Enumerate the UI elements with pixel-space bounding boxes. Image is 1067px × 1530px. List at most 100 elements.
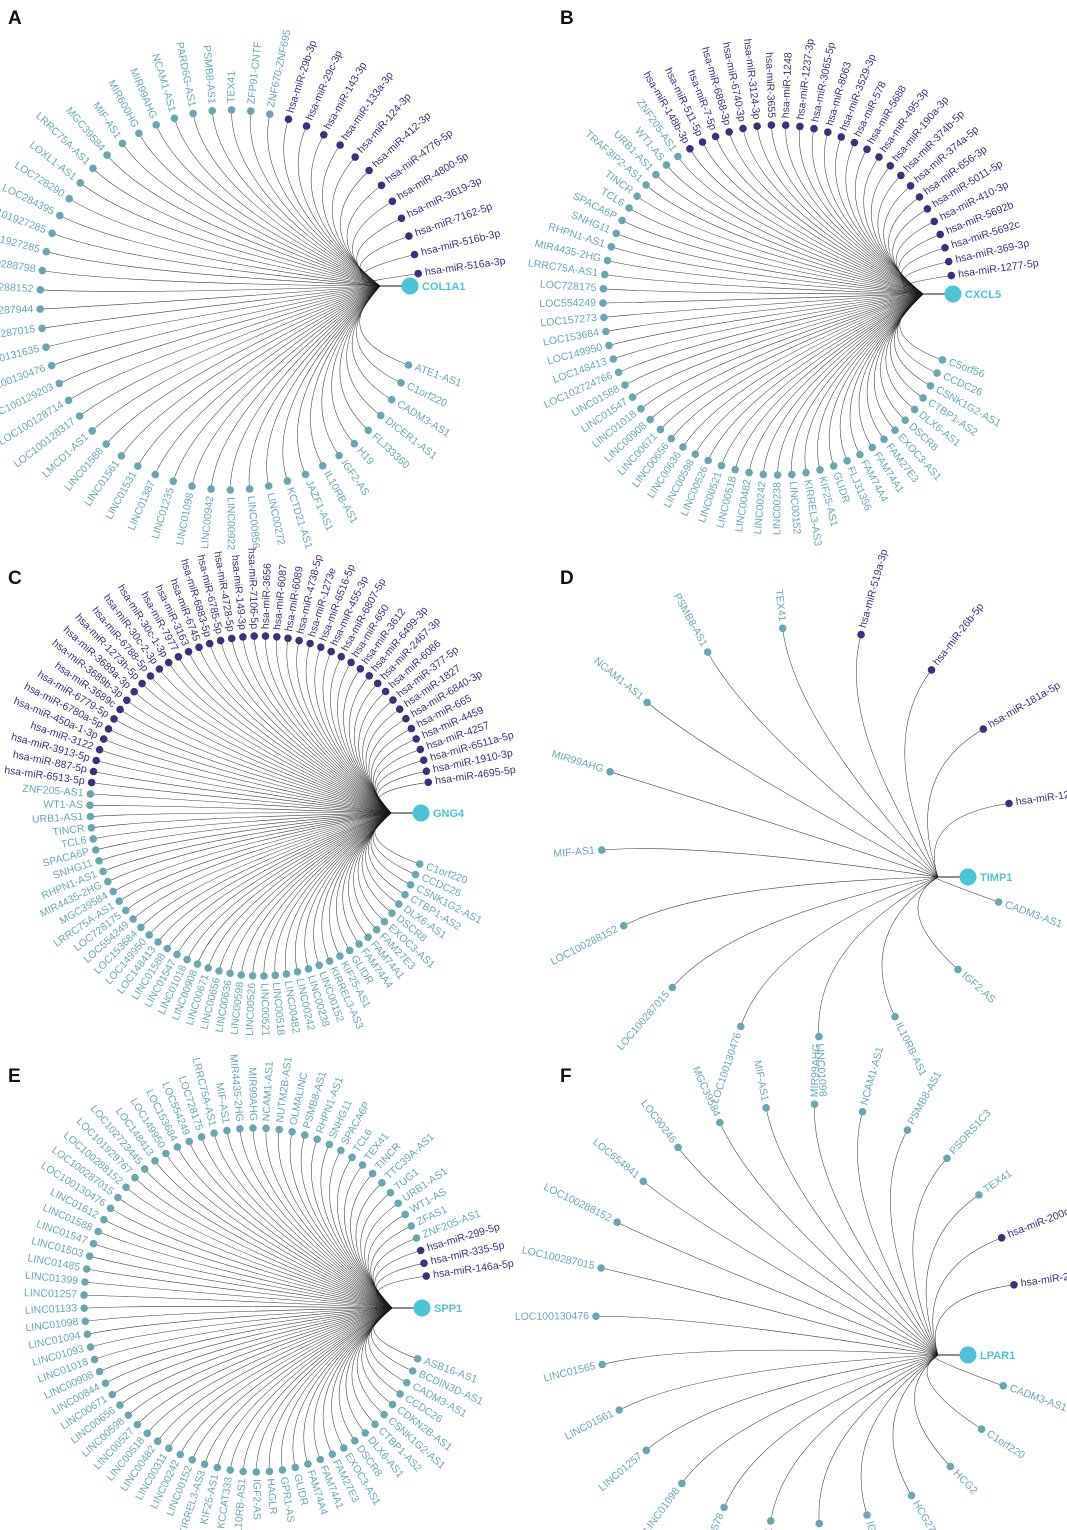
lncrna-node[interactable]: WT1-AS bbox=[43, 799, 94, 811]
lncrna-node[interactable]: HAGLR bbox=[264, 1467, 279, 1516]
lncrna-node[interactable]: PSMB8-AS1 bbox=[903, 1069, 945, 1134]
hub-node[interactable]: SPP1 bbox=[413, 1299, 463, 1317]
lncrna-node[interactable]: MIF-AS1 bbox=[213, 1082, 232, 1135]
lncrna-node[interactable]: PSMB8-AS1 bbox=[671, 591, 712, 656]
lncrna-node[interactable]: MIR99AHG bbox=[550, 748, 614, 776]
lncrna-node[interactable]: LINC01399 bbox=[25, 1270, 89, 1288]
node-label: LOC100287015 bbox=[0, 323, 36, 346]
lncrna-node[interactable]: TCL6 bbox=[60, 834, 97, 851]
node-dot bbox=[412, 1234, 421, 1242]
lncrna-node[interactable]: LINC00242 bbox=[752, 470, 768, 535]
lncrna-node[interactable]: LINC00311 bbox=[755, 1517, 776, 1530]
lncrna-node[interactable]: LINC00518 bbox=[270, 971, 287, 1036]
lncrna-node[interactable]: MIR99AHG bbox=[809, 1043, 823, 1108]
mirna-node[interactable]: hsa-miR-200c-3p bbox=[997, 1200, 1067, 1242]
lncrna-node[interactable]: PSORS1C3 bbox=[943, 1107, 994, 1163]
lncrna-node[interactable]: IL10RB-AS1 bbox=[814, 1519, 830, 1530]
lncrna-node[interactable]: LOC100287015 bbox=[521, 1244, 605, 1272]
lncrna-node[interactable]: LOC100288798 bbox=[0, 252, 47, 275]
edge bbox=[91, 812, 421, 829]
mirna-node[interactable]: hsa-miR-26b-5p bbox=[927, 601, 987, 674]
lncrna-node[interactable]: TEX41 bbox=[975, 1167, 1015, 1199]
lncrna-node[interactable]: LOC100288152 bbox=[0, 279, 45, 295]
node-label: LOC100288152 bbox=[0, 279, 34, 295]
lncrna-node[interactable]: PSMB8-AS1 bbox=[200, 45, 218, 115]
lncrna-node[interactable]: LINC00922 bbox=[225, 486, 237, 550]
node-dot bbox=[92, 756, 100, 765]
edge bbox=[367, 1214, 422, 1309]
lncrna-node[interactable]: IL10RB-AS1 bbox=[232, 1467, 248, 1530]
lncrna-node[interactable]: NCAM1-AS1 bbox=[260, 1061, 276, 1133]
lncrna-node[interactable]: LOC157273 bbox=[540, 312, 608, 330]
mirna-node[interactable]: hsa-miR-3656 bbox=[260, 563, 274, 640]
hub-node[interactable]: TIMP1 bbox=[959, 868, 1013, 886]
lncrna-node[interactable]: LINC01133 bbox=[25, 1302, 88, 1317]
lncrna-node[interactable]: ZNF205-AS1 bbox=[22, 783, 95, 799]
lncrna-node[interactable]: IGF2-AS bbox=[954, 965, 998, 1006]
hub-node[interactable]: GNG4 bbox=[412, 804, 466, 822]
lncrna-node[interactable]: IL10RB-AS1 bbox=[891, 1012, 929, 1078]
mirna-node[interactable]: hsa-miR-3655 bbox=[763, 52, 778, 129]
mirna-node[interactable]: hsa-miR-1293 bbox=[1005, 787, 1067, 808]
lncrna-node[interactable]: TEX41 bbox=[225, 71, 238, 114]
lncrna-node[interactable]: NCAM1-AS1 bbox=[591, 655, 651, 707]
lncrna-node[interactable]: LOC100130476 bbox=[709, 1022, 745, 1106]
lncrna-node[interactable]: LINC00942 bbox=[199, 485, 216, 549]
lncrna-node[interactable]: CADM3-AS1 bbox=[994, 898, 1064, 931]
lncrna-node[interactable]: LINC01561 bbox=[563, 1406, 623, 1443]
lncrna-node[interactable]: MIF-AS1 bbox=[553, 844, 606, 860]
lncrna-node[interactable]: TEX41 bbox=[773, 589, 789, 633]
lncrna-node[interactable]: LOC554249 bbox=[539, 297, 607, 310]
lncrna-node[interactable]: IGF2-AS bbox=[863, 1511, 887, 1530]
lncrna-node[interactable]: LINC00521 bbox=[258, 972, 271, 1036]
mirna-node[interactable]: hsa-miR-516a-3p bbox=[414, 255, 506, 278]
lncrna-node[interactable]: LINC01098 bbox=[174, 482, 196, 546]
mirna-node[interactable]: hsa-miR-519a-3p bbox=[857, 548, 890, 639]
lncrna-node[interactable]: LOC100288152 bbox=[549, 921, 628, 968]
lncrna-node[interactable]: LINC00238 bbox=[771, 471, 783, 535]
edge bbox=[601, 848, 968, 878]
lncrna-node[interactable]: C1orf220 bbox=[977, 1425, 1027, 1462]
lncrna-node[interactable]: LINC01565 bbox=[542, 1360, 606, 1385]
edge bbox=[818, 876, 968, 1037]
lncrna-node[interactable]: HCG2 bbox=[946, 1462, 980, 1497]
lncrna-node[interactable]: CADM3-AS1 bbox=[999, 1382, 1067, 1414]
lncrna-node[interactable]: LOC654841 bbox=[590, 1136, 648, 1186]
lncrna-node[interactable]: LINC01098 bbox=[641, 1479, 686, 1530]
hub-node[interactable]: CXCL5 bbox=[944, 285, 1002, 303]
lncrna-node[interactable]: LINC00578 bbox=[695, 1503, 728, 1530]
mirna-node[interactable]: hsa-miR-181a-5p bbox=[979, 679, 1063, 733]
edge bbox=[147, 1307, 422, 1434]
lncrna-node[interactable]: LOC100287015 bbox=[615, 983, 677, 1053]
lncrna-node[interactable]: URB1-AS1 bbox=[32, 811, 95, 826]
lncrna-node[interactable]: LOC728175 bbox=[540, 279, 608, 295]
lncrna-node[interactable]: LINC00856 bbox=[245, 485, 262, 549]
node-label: IL10RB-AS1 bbox=[893, 1020, 929, 1078]
lncrna-node[interactable]: LINC01257 bbox=[24, 1287, 88, 1301]
lncrna-node[interactable]: IGF2-AS bbox=[251, 1468, 263, 1520]
lncrna-node[interactable]: LOC100287015 bbox=[0, 323, 46, 346]
lncrna-node[interactable]: LOC100288152 bbox=[542, 1181, 621, 1226]
lncrna-node[interactable]: LINC01098 bbox=[814, 1032, 829, 1097]
lncrna-node[interactable]: TINCR bbox=[52, 822, 96, 839]
mirna-node[interactable]: hsa-miR-1248 bbox=[780, 52, 795, 129]
mirna-node[interactable]: hsa-miR-7106-5p bbox=[245, 548, 260, 640]
hub-node[interactable]: LPAR1 bbox=[959, 1346, 1016, 1364]
lncrna-node[interactable]: LOC90246 bbox=[638, 1098, 682, 1152]
node-dot bbox=[115, 897, 123, 905]
lncrna-node[interactable]: LINC00152 bbox=[787, 470, 803, 535]
hub-node[interactable]: COL1A1 bbox=[401, 277, 466, 295]
lncrna-node[interactable]: LINC00598 bbox=[228, 971, 246, 1035]
lncrna-node[interactable]: LOC100130476 bbox=[515, 1310, 600, 1323]
lncrna-node[interactable]: MIR99AHG bbox=[246, 1067, 259, 1132]
lncrna-node[interactable]: H19 bbox=[350, 439, 377, 468]
mirna-node[interactable]: hsa-miR-23a-3p bbox=[1010, 1267, 1067, 1290]
lncrna-node[interactable]: MIF-AS1 bbox=[751, 1059, 771, 1112]
lncrna-node[interactable]: LINC00526 bbox=[244, 972, 258, 1036]
lncrna-node[interactable]: HCG27 bbox=[907, 1491, 938, 1530]
lncrna-node[interactable]: NCAM1-AS1 bbox=[858, 1045, 886, 1116]
lncrna-node[interactable]: LINC00272 bbox=[264, 482, 287, 546]
lncrna-node[interactable]: LINC01257 bbox=[596, 1446, 651, 1494]
lncrna-node[interactable]: ZFP91-CNTF bbox=[245, 41, 264, 115]
lncrna-node[interactable]: LOC100287944 bbox=[0, 303, 44, 319]
